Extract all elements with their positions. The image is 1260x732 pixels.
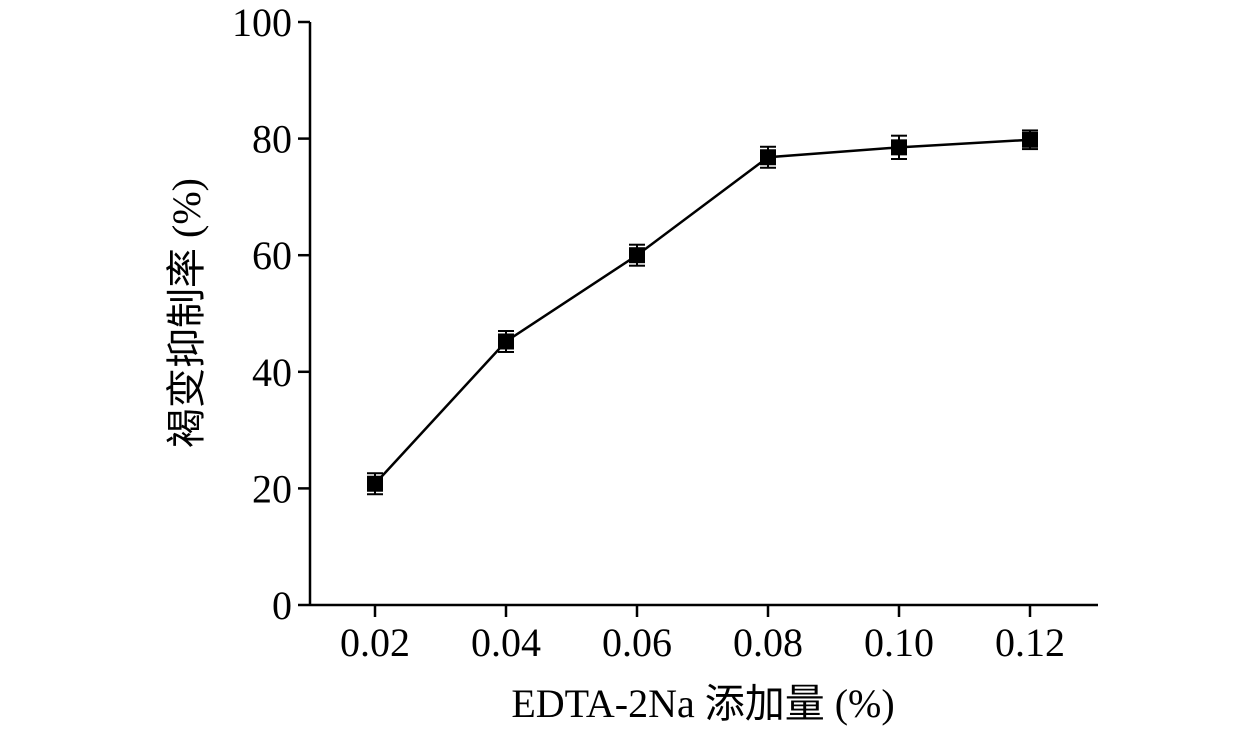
data-point	[760, 149, 776, 166]
y-tick-label: 80	[252, 117, 292, 162]
axes	[308, 22, 1098, 607]
y-tick-label: 60	[252, 233, 292, 278]
x-ticks: 0.02 0.04 0.06 0.08 0.10 0.12	[340, 605, 1065, 665]
x-tick-label: 0.12	[995, 620, 1065, 665]
x-tick-label: 0.10	[864, 620, 934, 665]
data-point	[1022, 131, 1038, 148]
y-tick-label: 40	[252, 350, 292, 395]
data-point	[891, 139, 907, 156]
x-axis-title: EDTA-2Na 添加量 (%)	[511, 681, 894, 726]
y-tick-label: 0	[272, 583, 292, 628]
x-tick-label: 0.08	[733, 620, 803, 665]
series-line	[374, 138, 1031, 485]
y-tick-label: 20	[252, 466, 292, 511]
x-tick-label: 0.02	[340, 620, 410, 665]
y-tick-label: 100	[232, 0, 292, 45]
series-layer	[367, 129, 1038, 496]
data-point	[367, 475, 383, 492]
x-tick-label: 0.04	[471, 620, 541, 665]
data-point	[498, 333, 514, 350]
x-tick-label: 0.06	[602, 620, 672, 665]
y-axis-title: 褐变抑制率 (%)	[164, 178, 209, 448]
y-ticks: 0 20 40 60 80 100	[232, 0, 310, 628]
data-point	[629, 247, 645, 264]
